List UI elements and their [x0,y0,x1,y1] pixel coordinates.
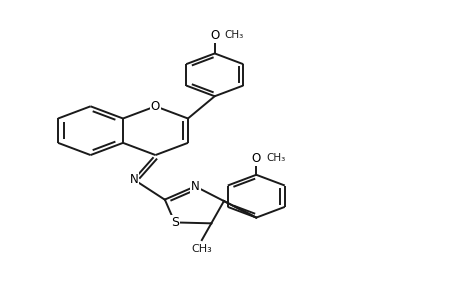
Text: O: O [210,29,219,42]
Text: S: S [170,216,179,229]
Text: N: N [129,173,138,186]
Text: CH₃: CH₃ [266,153,285,163]
Text: CH₃: CH₃ [191,244,212,254]
Text: O: O [251,152,260,165]
Text: CH₃: CH₃ [224,30,243,40]
Text: N: N [190,180,199,193]
Text: O: O [151,100,160,113]
